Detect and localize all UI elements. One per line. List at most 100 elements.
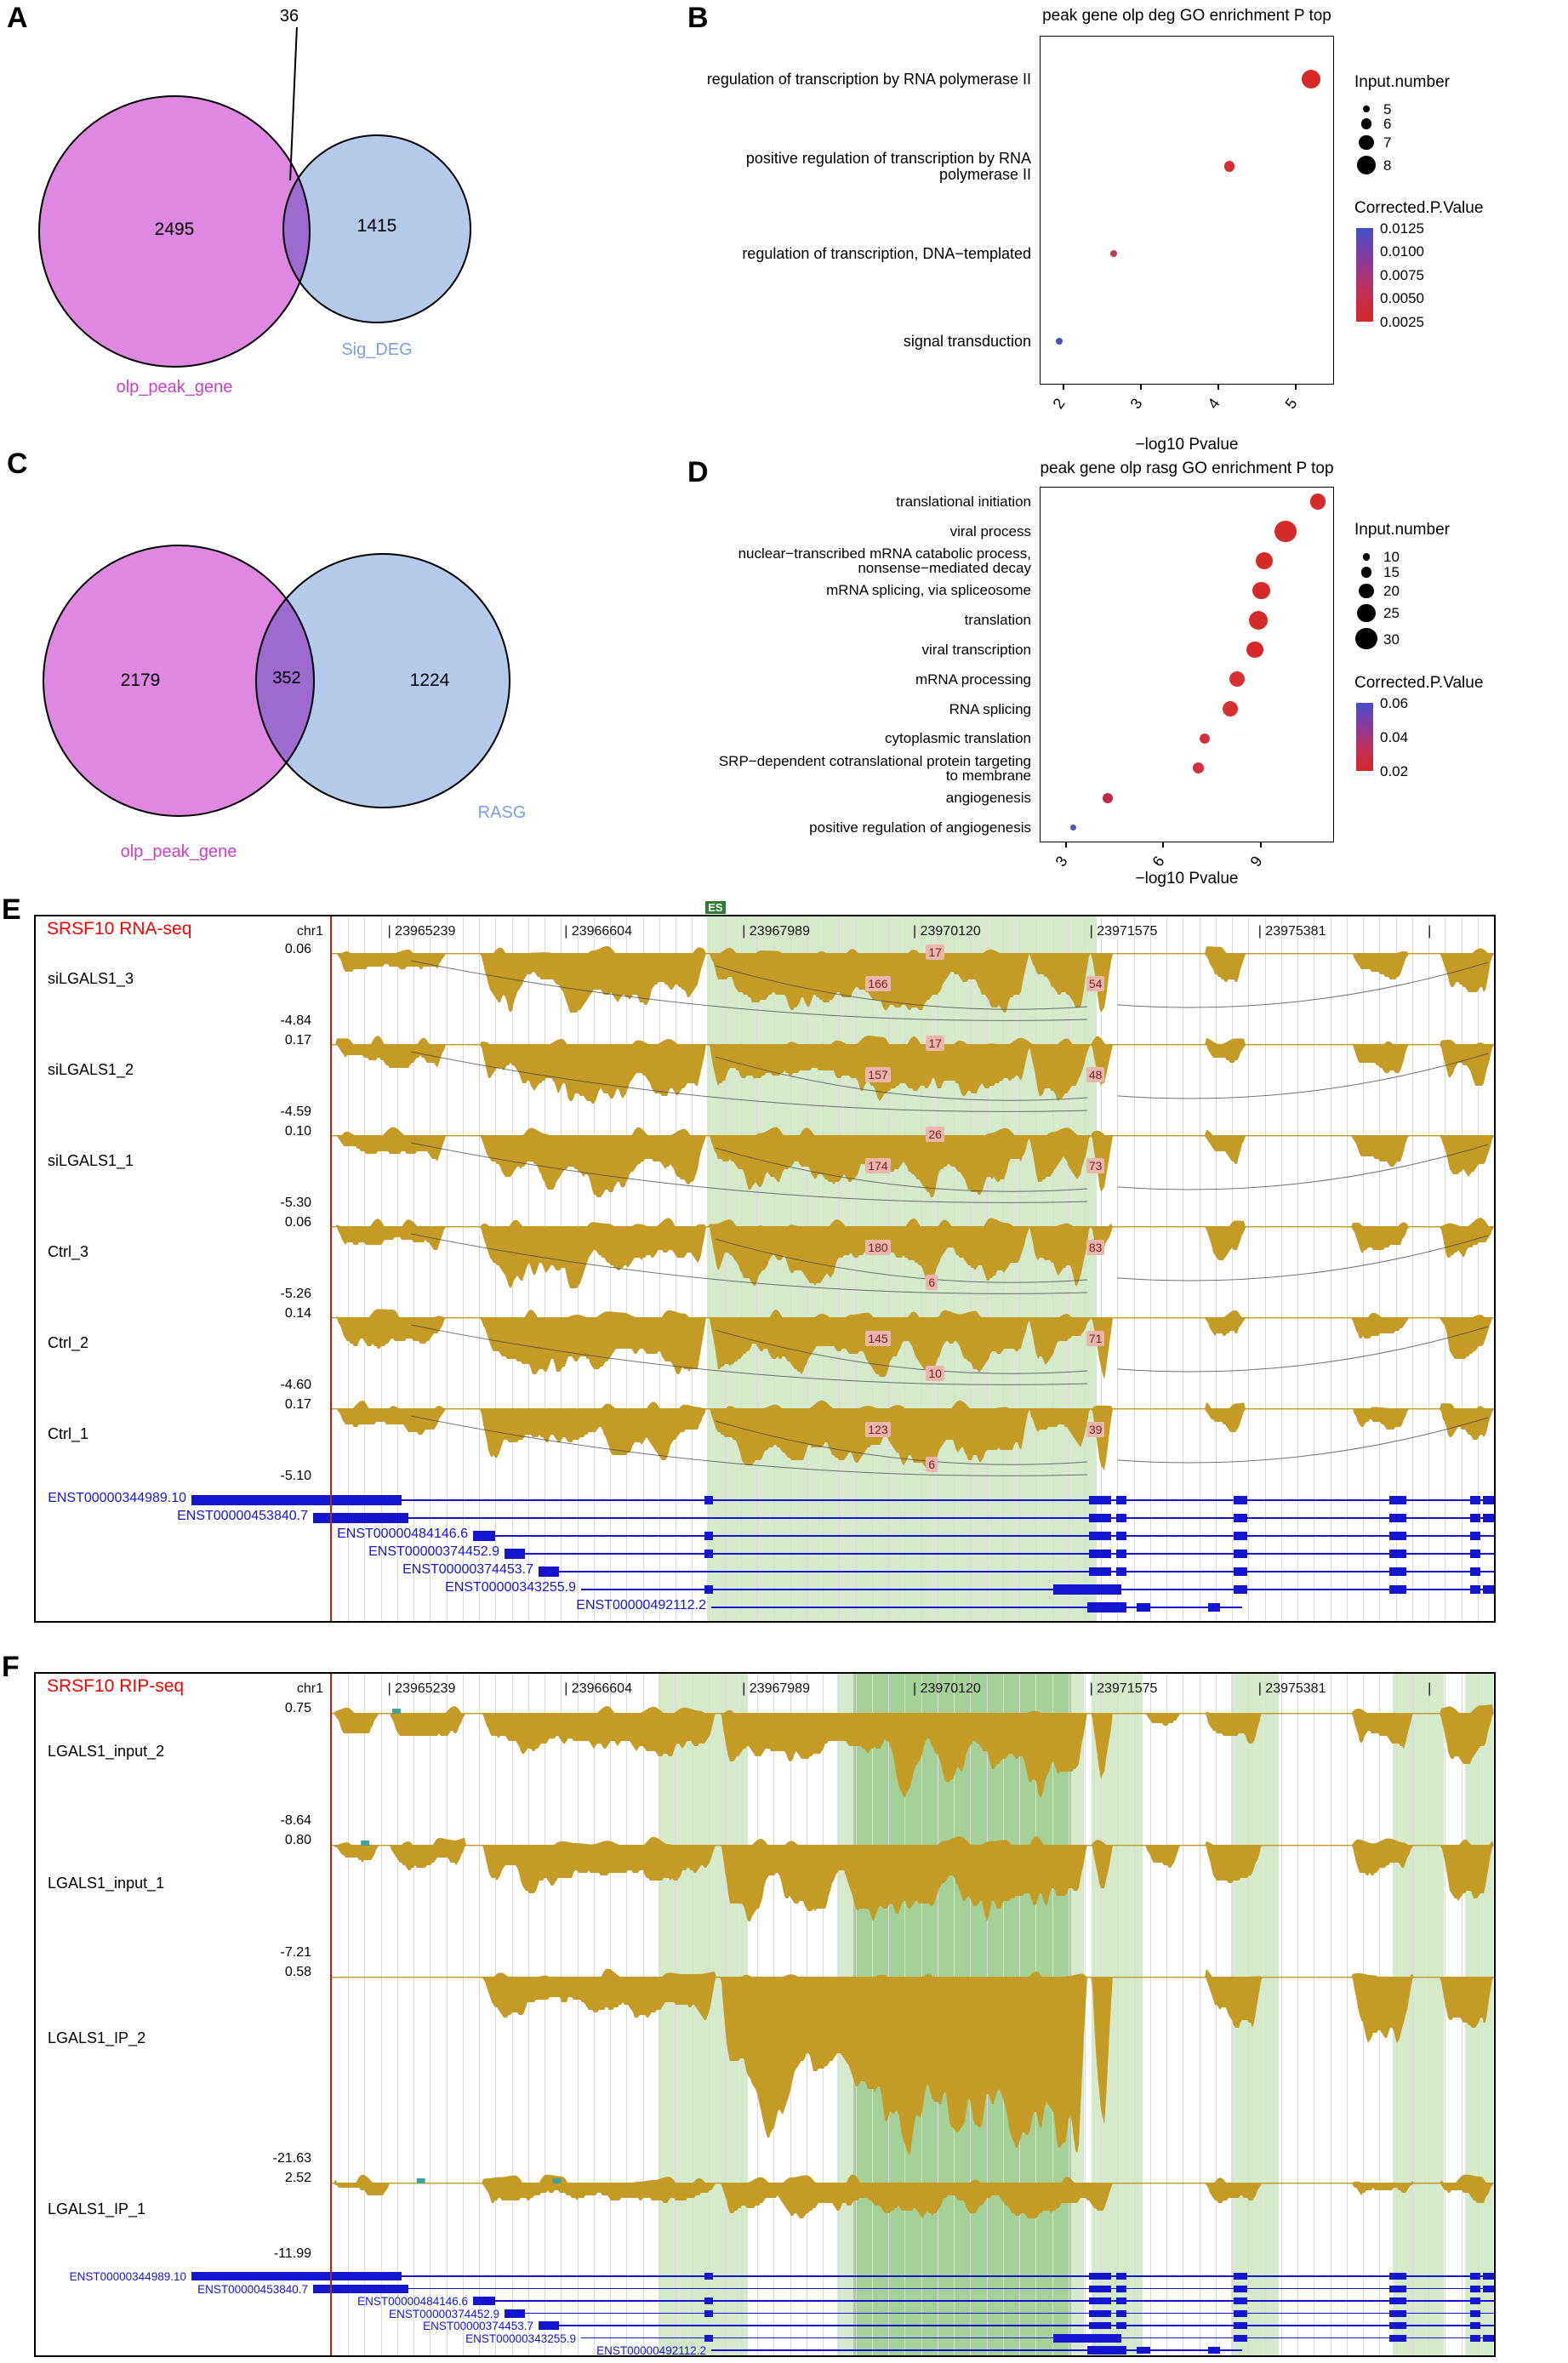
legend-size-value: 8 [1383, 157, 1392, 174]
transcript-label: ENST00000343255.9 [445, 1580, 576, 1595]
x-tick-mark [1162, 842, 1165, 848]
transcript-cds-block [191, 2272, 402, 2281]
x-tick-mark [1140, 385, 1143, 390]
venn-a-overlap-count: 36 [279, 7, 299, 26]
splice-junction-arc [715, 1238, 1087, 1283]
transcript-cds-block [1053, 1584, 1121, 1595]
transcript-cds-block [191, 1494, 402, 1505]
splice-junction-arc [715, 1056, 1087, 1101]
gridline [495, 916, 497, 1621]
junction-read-count: 6 [926, 1274, 938, 1290]
legend-size-dot [1360, 566, 1372, 578]
transcript-exon [1234, 2334, 1247, 2342]
gridline [1232, 916, 1234, 1621]
track-max-value: 0.17 [284, 1033, 311, 1047]
junction-read-count: 48 [1086, 1066, 1105, 1082]
panel-d-letter: D [687, 456, 709, 488]
junction-read-count: 174 [865, 1157, 891, 1173]
legend-size-dot [1357, 155, 1376, 174]
panel-a-letter: A [7, 2, 28, 34]
gridline [1411, 1674, 1413, 2355]
transcript-exon [1389, 1495, 1406, 1504]
gridline [364, 1674, 366, 2355]
go-term-label: positive regulation of angiogenesis [809, 819, 1031, 836]
venn-a-callout-line [289, 27, 298, 180]
gridline [921, 916, 922, 1621]
corrected-p-value-label: 0.04 [1380, 729, 1409, 746]
splice-junction-arc [1117, 1326, 1489, 1373]
gridline [970, 916, 972, 1621]
legend-size-value: 25 [1383, 605, 1400, 622]
transcript-exon [704, 1531, 713, 1540]
transcript-exon [1389, 1549, 1406, 1558]
splice-junction-arc [410, 1415, 1087, 1476]
junction-read-count: 17 [926, 1036, 944, 1052]
panel-f-letter: F [2, 1651, 20, 1683]
transcript-cds-block [313, 1512, 408, 1523]
junction-read-count: 166 [865, 975, 891, 991]
transcript-label: ENST00000374452.9 [389, 2307, 499, 2320]
x-tick-mark [1259, 842, 1262, 848]
transcript-exon [1470, 1584, 1480, 1594]
go-dot [1256, 551, 1274, 570]
go-term-label: viral process [949, 522, 1031, 539]
go-term-label: RNA splicing [949, 700, 1031, 717]
track-max-value: 0.10 [284, 1124, 311, 1139]
transcript-exon [1116, 1549, 1126, 1558]
gridline [1363, 916, 1365, 1621]
splice-junction-arc [410, 960, 1087, 1021]
splice-junction-arc [715, 965, 1087, 1010]
transcript-exon [1116, 1513, 1126, 1522]
track-min-value: -11.99 [273, 2246, 311, 2261]
browser-panel-border [34, 915, 1496, 1623]
transcript-exon [1089, 2309, 1111, 2317]
transcript-exon [704, 1495, 713, 1504]
rna-seq-title: SRSF10 RNA-seq [47, 919, 192, 939]
coordinate-tick-label: | 23971575 [1089, 1681, 1158, 1696]
venn-c-right-count: 1224 [409, 671, 450, 690]
junction-read-count: 180 [865, 1239, 891, 1255]
transcript-exon [1116, 2297, 1126, 2305]
coordinate-tick-label: | 23966604 [564, 924, 632, 939]
gridline [348, 1674, 350, 2355]
transcript-cds-block [505, 1548, 525, 1559]
coordinate-tick-label: | 23966604 [564, 1681, 632, 1696]
transcript-exon [1470, 1549, 1480, 1558]
venn-a-right-label: Sig_DEG [341, 340, 413, 359]
transcript-exon [1089, 2285, 1111, 2292]
venn-c-right-circle [255, 553, 510, 808]
legend-size-value: 15 [1383, 564, 1400, 581]
gridline [380, 916, 382, 1621]
track-max-value: 0.14 [284, 1306, 311, 1321]
transcript-exon [704, 1549, 713, 1558]
gridline [1297, 1674, 1299, 2355]
transcript-exon [1116, 1495, 1126, 1504]
go-dot [1301, 70, 1320, 89]
gridline [888, 916, 890, 1621]
junction-read-count: 145 [865, 1330, 891, 1346]
gridline [626, 916, 628, 1621]
transcript-line [313, 1516, 1494, 1519]
transcript-label: ENST00000374453.7 [423, 2320, 533, 2332]
go-term-label: viral transcription [921, 641, 1032, 658]
transcript-exon [1208, 1602, 1220, 1612]
gridline [1264, 916, 1266, 1621]
transcript-cds-block [473, 2297, 495, 2306]
gridline [511, 1674, 513, 2355]
gridline [642, 916, 644, 1621]
coordinate-tick-label: | 23970120 [913, 1681, 981, 1696]
track-name-label: LGALS1_IP_1 [48, 2200, 146, 2217]
transcript-exon [1470, 1513, 1480, 1522]
transcript-label: ENST00000453840.7 [197, 2282, 308, 2296]
gridline [610, 1674, 612, 2355]
gridline [724, 916, 726, 1621]
venn-a-right-count: 1415 [356, 216, 397, 236]
gridline [1461, 916, 1463, 1621]
go-term-label: cytoplasmic translation [885, 730, 1031, 747]
gridline [1101, 916, 1103, 1621]
transcript-exon [704, 2273, 713, 2280]
coverage-track [332, 1309, 1494, 1385]
track-max-value: 0.17 [284, 1397, 311, 1412]
gridline [332, 916, 333, 1621]
gridline [839, 916, 841, 1621]
